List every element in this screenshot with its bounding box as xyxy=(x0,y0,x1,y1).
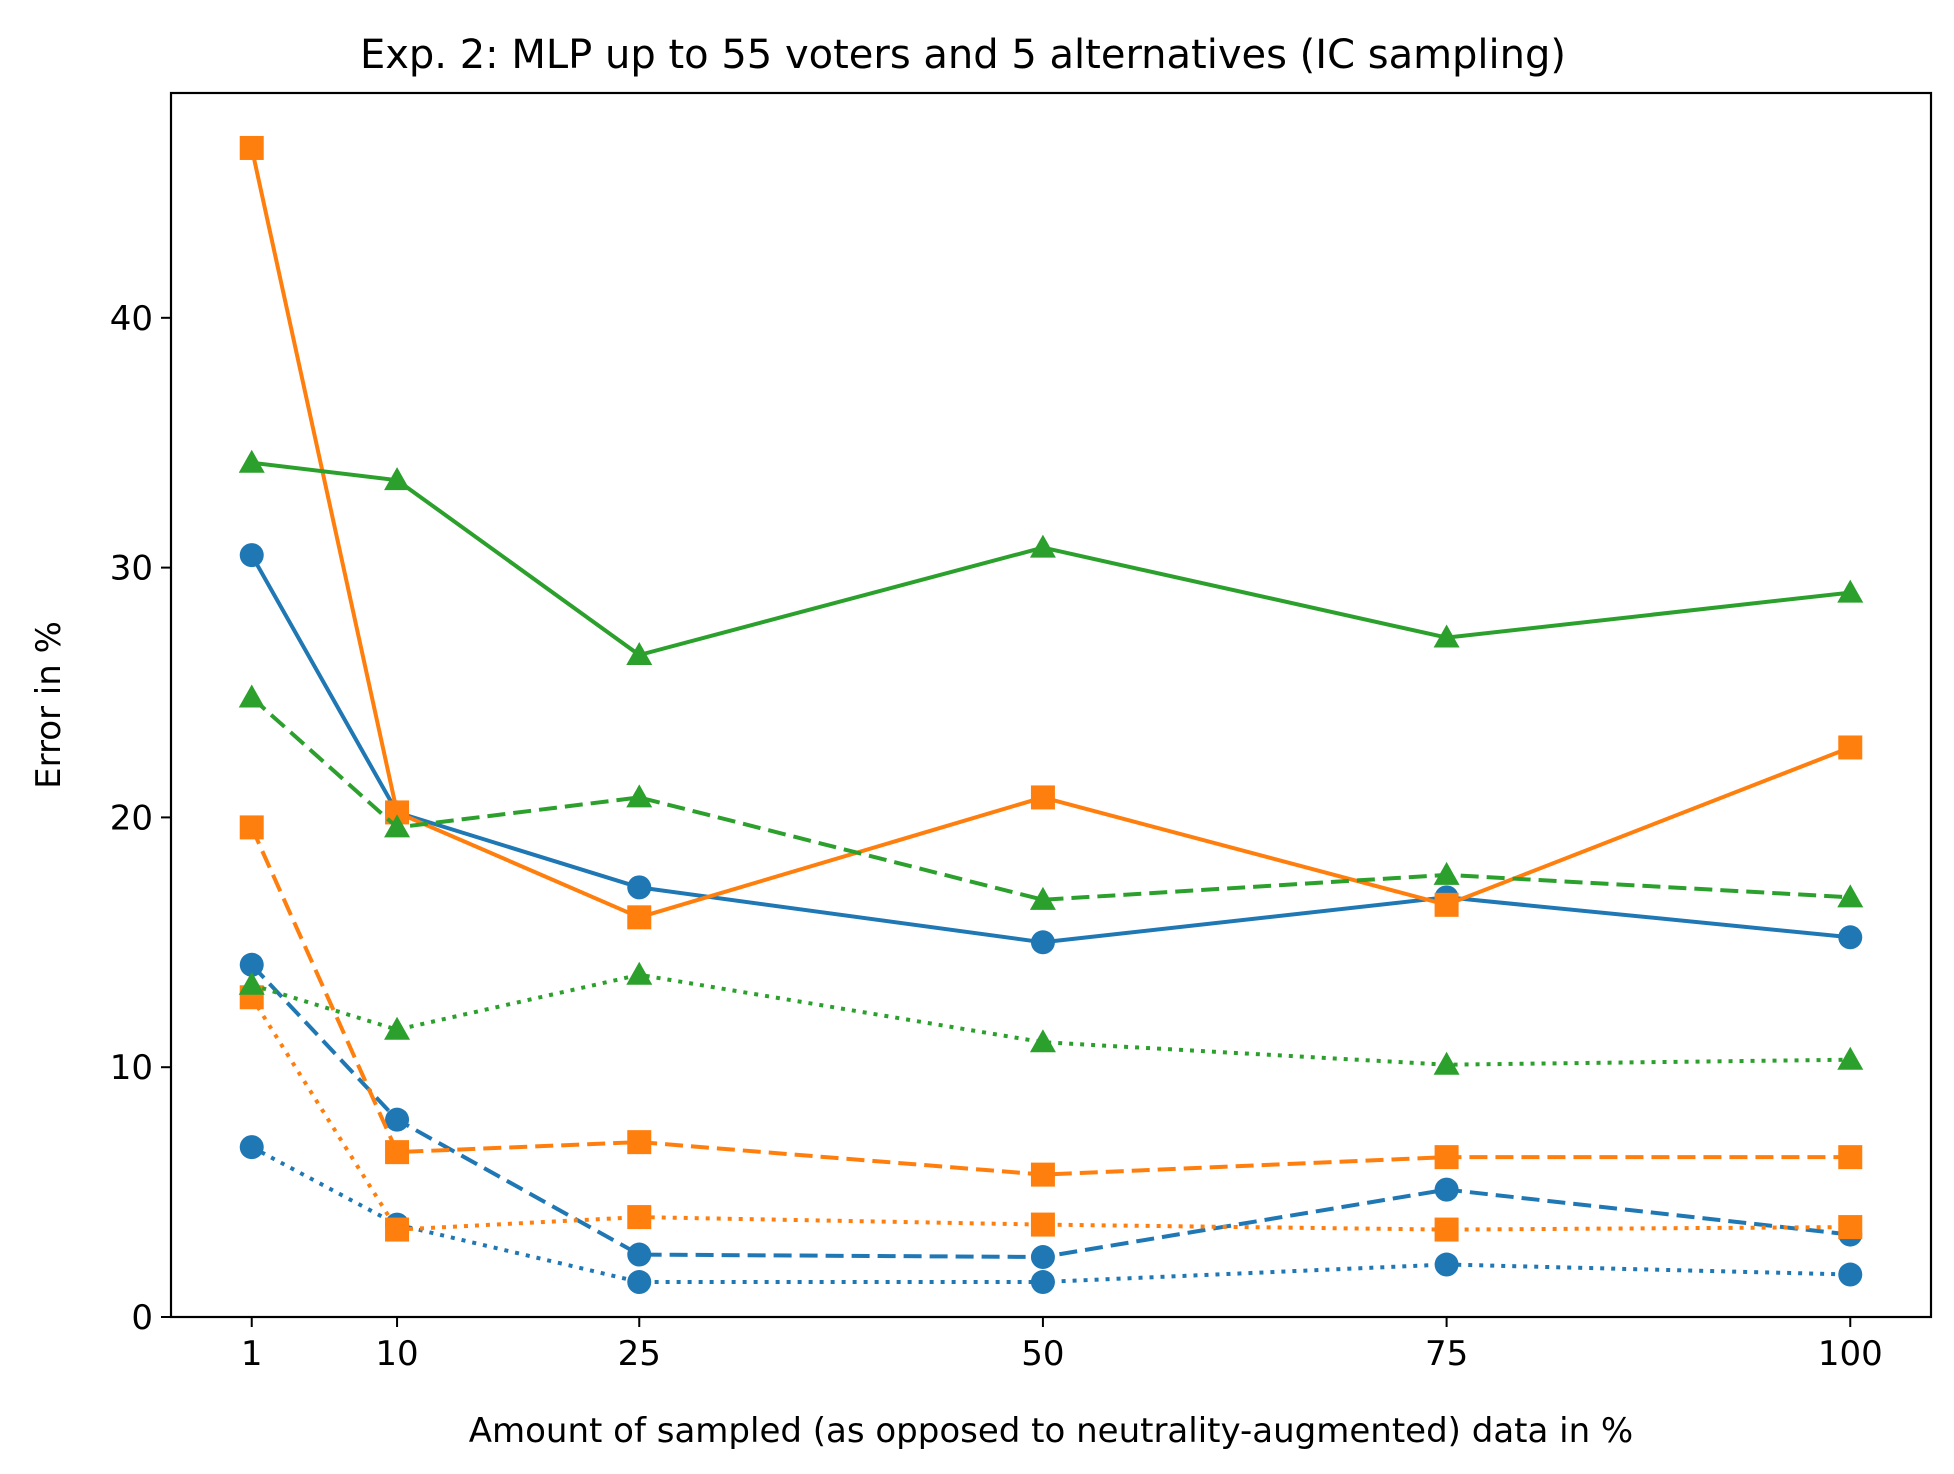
data-point-orange-solid xyxy=(627,905,652,930)
data-point-blue-dashed xyxy=(239,952,264,977)
data-point-blue-solid xyxy=(627,875,652,900)
data-point-green-dotted xyxy=(1837,1046,1864,1070)
data-point-blue-dotted xyxy=(1838,1262,1863,1287)
data-point-blue-dotted xyxy=(1434,1252,1459,1277)
series-line-orange-dotted xyxy=(250,996,1851,1232)
series-line-orange-dashed xyxy=(249,826,1851,1177)
data-point-orange-dashed xyxy=(627,1130,652,1155)
series-line-green-dashed xyxy=(250,696,1851,902)
data-point-blue-dotted xyxy=(239,1135,264,1160)
y-axis-ticks: 0 10 20 30 40 xyxy=(110,299,171,1338)
y-tick-label: 0 xyxy=(131,1298,153,1338)
chart-title: Exp. 2: MLP up to 55 voters and 5 altern… xyxy=(360,32,1566,78)
x-tick-label: 75 xyxy=(1425,1334,1468,1374)
series-blue-solid xyxy=(239,543,1863,955)
data-point-green-solid xyxy=(384,467,411,491)
data-point-blue-dotted xyxy=(1030,1270,1055,1295)
x-tick-label: 25 xyxy=(618,1334,661,1374)
x-axis-label: Amount of sampled (as opposed to neutral… xyxy=(469,1411,1633,1451)
data-point-orange-dotted xyxy=(627,1205,652,1230)
data-point-orange-solid xyxy=(1434,892,1459,917)
data-point-green-dashed xyxy=(626,784,653,808)
data-point-orange-dashed xyxy=(239,815,264,840)
data-point-green-solid xyxy=(626,642,653,666)
series-layer xyxy=(238,135,1864,1295)
data-point-orange-dashed xyxy=(385,1140,410,1165)
y-tick-label: 20 xyxy=(110,798,153,838)
data-point-blue-dashed xyxy=(627,1242,652,1267)
data-point-blue-dashed xyxy=(385,1107,410,1132)
data-point-orange-dashed xyxy=(1838,1145,1863,1170)
series-line-blue-solid xyxy=(249,554,1851,945)
data-point-green-solid xyxy=(238,449,265,473)
x-tick-label: 10 xyxy=(375,1334,418,1374)
data-point-orange-dotted xyxy=(385,1217,410,1242)
data-point-orange-solid xyxy=(239,135,264,160)
series-line-green-solid xyxy=(251,460,1851,657)
axes-frame xyxy=(169,91,1933,1319)
y-tick-label: 30 xyxy=(110,549,153,589)
y-tick-label: 10 xyxy=(110,1048,153,1088)
data-point-orange-solid xyxy=(1838,735,1863,760)
data-point-green-dashed xyxy=(1029,886,1056,910)
plot-area: 1 10 25 50 75 100 0 10 20 30 40 xyxy=(110,91,1933,1374)
data-point-orange-solid xyxy=(1030,785,1055,810)
series-line-blue-dotted xyxy=(250,1145,1851,1284)
series-line-blue-dashed xyxy=(250,963,1851,1259)
data-point-orange-dotted xyxy=(1838,1215,1863,1240)
data-point-green-dashed xyxy=(1837,884,1864,908)
data-point-orange-dashed xyxy=(1434,1145,1459,1170)
data-point-blue-solid xyxy=(1030,930,1055,955)
data-point-green-dashed xyxy=(1433,861,1460,885)
y-tick-label: 40 xyxy=(110,299,153,339)
data-point-green-dotted xyxy=(1433,1051,1460,1075)
data-point-green-solid xyxy=(1837,579,1864,603)
data-point-green-dashed xyxy=(384,814,411,838)
data-point-green-solid xyxy=(1433,624,1460,648)
data-point-orange-dashed xyxy=(1030,1162,1055,1187)
data-point-blue-dotted xyxy=(627,1270,652,1295)
x-tick-label: 100 xyxy=(1818,1334,1883,1374)
x-axis-ticks: 1 10 25 50 75 100 xyxy=(241,1317,1883,1374)
x-tick-label: 50 xyxy=(1021,1334,1064,1374)
data-point-green-dotted xyxy=(626,961,653,985)
data-point-green-dashed xyxy=(238,684,265,708)
data-point-orange-dotted xyxy=(1434,1217,1459,1242)
data-point-green-dotted xyxy=(384,1016,411,1040)
data-point-blue-dashed xyxy=(1030,1245,1055,1270)
data-point-orange-dotted xyxy=(1030,1212,1055,1237)
series-green-dashed xyxy=(238,684,1864,910)
series-green-dotted xyxy=(238,961,1864,1075)
data-point-blue-solid xyxy=(1838,925,1863,950)
x-tick-label: 1 xyxy=(241,1334,263,1374)
series-line-green-dotted xyxy=(251,972,1851,1067)
data-point-green-solid xyxy=(1029,534,1056,558)
data-point-blue-dashed xyxy=(1434,1177,1459,1202)
y-axis-label: Error in % xyxy=(29,621,69,789)
data-point-green-dotted xyxy=(1029,1029,1056,1053)
data-point-green-dotted xyxy=(238,971,265,995)
data-point-blue-solid xyxy=(239,543,264,568)
series-orange-dashed xyxy=(239,815,1863,1187)
series-green-solid xyxy=(238,449,1864,666)
